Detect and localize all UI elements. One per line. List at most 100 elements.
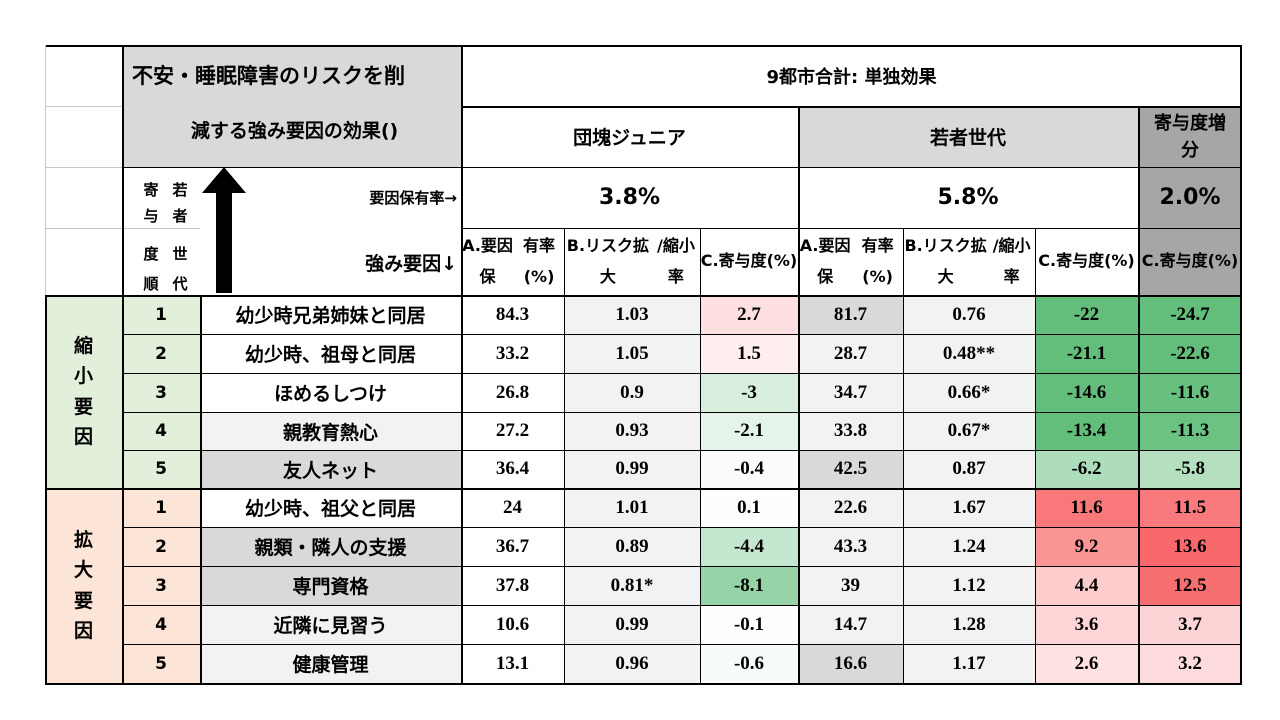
value-cell: 27.2 <box>495 420 530 441</box>
grid-line <box>1138 106 1140 683</box>
value-cell: 12.5 <box>1138 566 1242 605</box>
value-cell: 4.4 <box>1035 566 1138 605</box>
value-cell: 0.99 <box>564 605 700 644</box>
grid-line <box>700 228 701 683</box>
value-cell: 39 <box>798 566 903 605</box>
value-cell: 1.12 <box>903 566 1035 605</box>
factor-name: ほめるしつけ <box>200 373 461 412</box>
top-header: 9都市合計: 単独効果 <box>766 66 937 88</box>
rate-increment: 2.0% <box>1159 185 1221 210</box>
value-cell: 36.4 <box>495 458 530 479</box>
value-cell: -2.1 <box>700 412 798 450</box>
table-title-line1: 不安・睡眠障害のリスクを削 <box>132 64 405 88</box>
grid-line <box>45 295 47 683</box>
young-group-bg <box>798 106 1138 167</box>
effect-table: 不安・睡眠障害のリスクを削 減する強み要因の効果() 9都市合計: 単独効果 団塊ジュ… <box>45 45 1242 685</box>
value-cell: 22.6 <box>798 488 903 527</box>
value-cell: 1.01 <box>564 488 700 527</box>
strength-factor-label: 強み要因↓ <box>365 252 457 275</box>
grid-line <box>45 228 122 229</box>
value-cell: -11.3 <box>1138 412 1242 450</box>
value-cell: 13.1 <box>495 652 530 674</box>
rank-header-char: 寄 <box>143 180 159 199</box>
value-cell: -6.2 <box>1035 450 1138 488</box>
value-cell: 42.5 <box>798 450 903 488</box>
rank-header-char: 世 <box>172 244 188 263</box>
grid-line <box>461 228 1242 229</box>
value-cell: 3.7 <box>1138 605 1242 644</box>
value-cell: -22.6 <box>1138 334 1242 373</box>
grid-line <box>45 106 122 107</box>
grid-line <box>903 228 904 683</box>
grid-line <box>122 412 1242 413</box>
grid-line <box>45 45 1242 47</box>
value-cell: 0.96 <box>564 644 700 683</box>
value-cell: 0.81* <box>564 566 700 605</box>
grid-line <box>122 167 461 168</box>
grid-line <box>45 167 122 168</box>
factor-name: 幼少時兄弟姉妹と同居 <box>200 295 461 334</box>
factor-name: 近隣に見習う <box>200 605 461 644</box>
value-cell: 0.66* <box>903 373 1035 412</box>
value-cell: 37.8 <box>495 574 530 596</box>
title-bg <box>122 45 461 167</box>
rank-cell: 1 <box>155 304 167 325</box>
value-cell: 11.5 <box>1138 488 1242 527</box>
rank-col-bg <box>122 488 200 683</box>
value-cell: 24 <box>503 496 522 518</box>
value-cell: -5.8 <box>1138 450 1242 488</box>
value-cell: -3 <box>700 373 798 412</box>
grid-line <box>122 334 1242 335</box>
rank-cell: 2 <box>155 536 167 557</box>
sub-header: A.要因保 有率(%) <box>799 236 894 286</box>
rank-cell: 1 <box>155 497 167 518</box>
factor-name: 親教育熱心 <box>200 412 461 450</box>
value-cell: -4.4 <box>700 527 798 566</box>
rank-header-char: 者 <box>172 206 188 225</box>
factor-name: 幼少時、祖父と同居 <box>200 488 461 527</box>
grid-line <box>122 45 124 683</box>
value-cell: 2.6 <box>1035 644 1138 683</box>
factor-name: 友人ネット <box>200 450 461 488</box>
increment-sub-bg <box>1138 228 1242 295</box>
value-cell: 0.89 <box>564 527 700 566</box>
value-cell: 1.5 <box>700 334 798 373</box>
value-cell: -24.7 <box>1138 295 1242 334</box>
factor-name: 健康管理 <box>200 644 461 683</box>
value-cell: 3.6 <box>1035 605 1138 644</box>
rank-header-char: 若 <box>172 180 188 199</box>
section-label-expand: 拡大要因 <box>73 528 93 642</box>
grid-line <box>122 527 1242 528</box>
value-cell: 1.24 <box>903 527 1035 566</box>
value-cell: -13.4 <box>1035 412 1138 450</box>
value-cell: 43.3 <box>798 527 903 566</box>
grid-line <box>1035 228 1036 683</box>
sub-header: C.寄与度 (%) <box>700 251 798 271</box>
value-cell: 34.7 <box>798 373 903 412</box>
sub-header: A.要因保 有率(%) <box>462 236 556 286</box>
value-cell: -22 <box>1035 295 1138 334</box>
factor-name: 専門資格 <box>200 566 461 605</box>
value-cell: -11.6 <box>1138 373 1242 412</box>
grid-line <box>122 228 200 229</box>
value-cell: 3.2 <box>1138 644 1242 683</box>
value-cell: 1.03 <box>564 295 700 334</box>
grid-line <box>1240 45 1242 685</box>
sub-header: B.リスク拡大/縮小率 <box>566 236 695 286</box>
value-cell: 0.67* <box>903 412 1035 450</box>
value-cell: 0.76 <box>903 295 1035 334</box>
section-label-reduce: 縮小要因 <box>73 334 93 448</box>
group-increment: 寄与度増分 <box>1154 112 1226 161</box>
rank-header-char: 度 <box>143 244 159 263</box>
value-cell: 9.2 <box>1035 527 1138 566</box>
value-cell: -21.1 <box>1035 334 1138 373</box>
rank-cell: 3 <box>155 575 167 596</box>
value-cell: 26.8 <box>495 381 530 403</box>
rank-cell: 5 <box>155 459 167 479</box>
rank-header-char: 与 <box>143 206 159 225</box>
rate-young: 5.8% <box>937 185 999 210</box>
value-cell: 33.2 <box>495 342 530 364</box>
value-cell: 0.1 <box>700 488 798 527</box>
grid-line <box>122 566 1242 567</box>
factor-name: 親類・隣人の支援 <box>200 527 461 566</box>
